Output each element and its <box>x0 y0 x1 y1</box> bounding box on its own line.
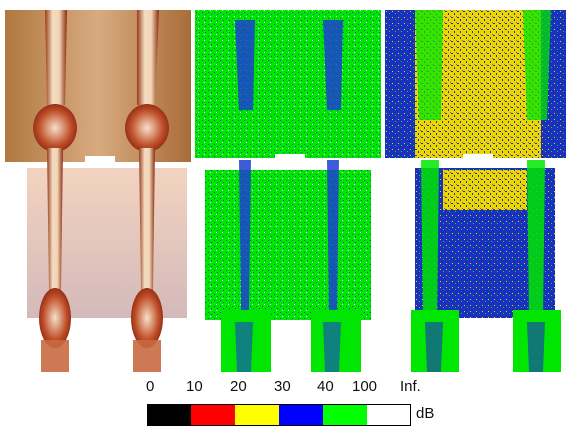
colorbar-tick-inf: Inf. <box>400 378 421 395</box>
colorbar-tick-20: 20 <box>230 378 247 395</box>
colorbar-legend: 0 10 20 30 40 100 Inf. dB <box>0 372 566 430</box>
colorbar-segment-30-40 <box>279 404 323 426</box>
colorbar-tick-0: 0 <box>146 378 155 395</box>
colorbar-segment-0-10 <box>147 404 191 426</box>
error-map-panel-2 <box>385 10 566 372</box>
colorbar-tick-40: 40 <box>317 378 334 395</box>
colorbar-unit: dB <box>416 405 435 422</box>
error-map-image-2 <box>385 10 566 372</box>
colorbar-segment-40-100 <box>323 404 367 426</box>
colorbar-tick-100: 100 <box>352 378 378 395</box>
colorbar-segment-100-Inf. <box>367 404 411 426</box>
colorbar-segment-20-30 <box>235 404 279 426</box>
volume-rendering-panel <box>5 10 191 372</box>
colorbar-tick-10: 10 <box>186 378 203 395</box>
colorbar-tick-30: 30 <box>274 378 291 395</box>
error-map-panel-1 <box>195 10 381 372</box>
error-map-image-1 <box>195 10 381 372</box>
colorbar-segment-10-20 <box>191 404 235 426</box>
volume-rendering-image <box>5 10 191 372</box>
